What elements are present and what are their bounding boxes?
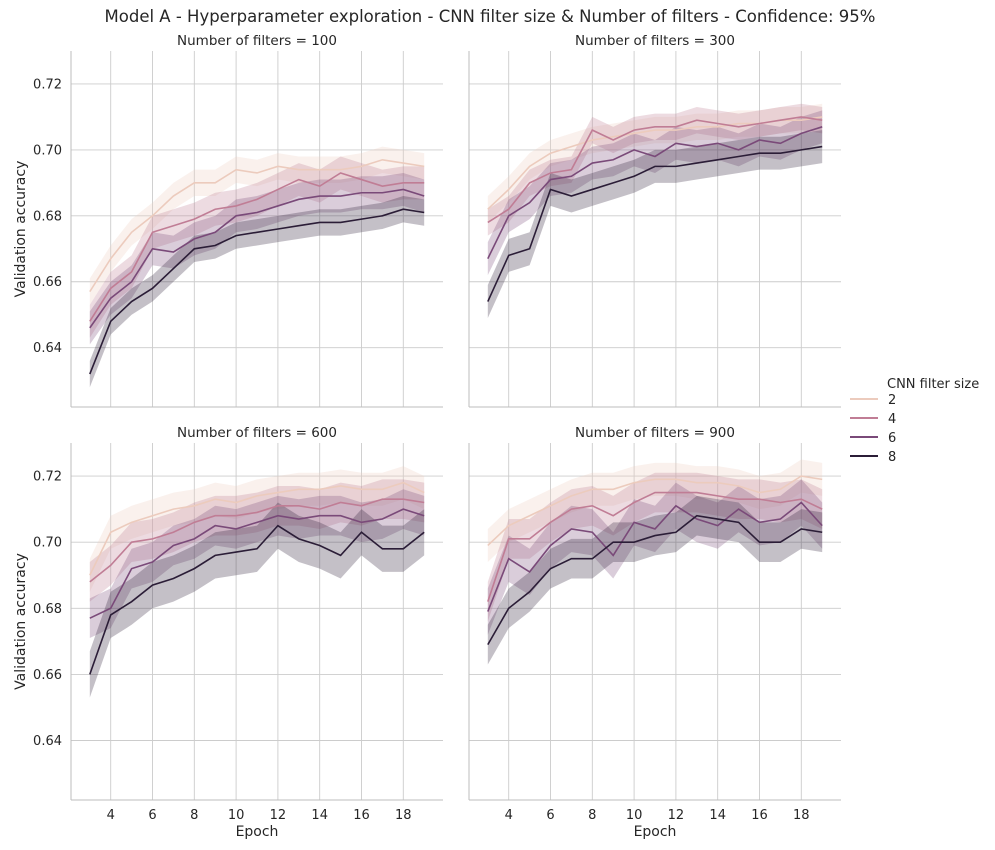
legend-label-2: 2 — [888, 393, 896, 408]
confidence-band-4 — [89, 156, 425, 338]
series-line-6 — [487, 501, 823, 612]
series-line-6 — [487, 126, 823, 260]
y-tick-label: 0.68 — [33, 602, 62, 617]
x-tick-label: 8 — [588, 808, 596, 823]
series-line-4 — [487, 491, 823, 602]
x-tick-label: 10 — [626, 808, 643, 823]
x-tick-label: 16 — [751, 808, 768, 823]
y-tick-label: 0.64 — [33, 734, 62, 749]
x-tick-label: 10 — [228, 808, 245, 823]
y-tick-label: 0.72 — [33, 77, 62, 92]
x-axis-label: Epoch — [634, 824, 677, 840]
confidence-band-8 — [487, 495, 823, 665]
confidence-band-4 — [487, 103, 823, 236]
y-tick-label: 0.66 — [33, 275, 62, 290]
series-line-6 — [89, 188, 425, 329]
y-tick-label: 0.72 — [33, 470, 62, 485]
x-tick-label: 12 — [668, 808, 685, 823]
series-line-8 — [487, 145, 823, 302]
confidence-band-2 — [487, 103, 823, 223]
panel-title: Number of filters = 900 — [575, 425, 735, 441]
confidence-band-8 — [89, 196, 425, 388]
legend-label-6: 6 — [888, 431, 896, 446]
series-line-8 — [89, 208, 425, 375]
x-tick-label: 12 — [270, 808, 287, 823]
confidence-band-6 — [89, 489, 425, 639]
series-line-2 — [89, 481, 425, 576]
y-tick-label: 0.68 — [33, 209, 62, 224]
y-tick-label: 0.64 — [33, 341, 62, 356]
x-tick-label: 16 — [353, 808, 370, 823]
chart-title: Model A - Hyperparameter exploration - C… — [105, 7, 876, 26]
confidence-band-6 — [487, 110, 823, 276]
series-line-4 — [487, 116, 823, 224]
panel-2: Number of filters = 300 — [468, 33, 841, 408]
chart-panels: Number of filters = 100 0.64 0.66 0.68 0.70 0… — [13, 33, 841, 840]
panel-title: Number of filters = 300 — [575, 33, 735, 49]
confidence-band-2 — [487, 459, 823, 562]
confidence-band-8 — [487, 130, 823, 318]
x-axis-label: Epoch — [236, 824, 279, 840]
legend-title: CNN filter size — [887, 377, 979, 392]
series-line-6 — [89, 508, 425, 619]
x-tick-label: 8 — [190, 808, 198, 823]
legend-label-4: 4 — [888, 412, 896, 427]
confidence-band-8 — [89, 502, 425, 698]
y-tick-label: 0.70 — [33, 536, 62, 551]
x-tick-label: 18 — [793, 808, 810, 823]
y-tick-label: 0.66 — [33, 668, 62, 683]
series-line-2 — [487, 475, 823, 547]
x-tick-label: 6 — [546, 808, 554, 823]
y-axis-label: Validation accuracy — [13, 553, 29, 690]
panel-3: Number of filters = 600 0.64 0.66 0.68 0.70 0… — [13, 425, 443, 840]
panel-1: Number of filters = 100 0.64 0.66 0.68 0.70 0… — [13, 33, 443, 408]
series-line-8 — [487, 514, 823, 646]
x-tick-label: 18 — [395, 808, 412, 823]
series-line-4 — [89, 172, 425, 322]
x-tick-label: 6 — [148, 808, 156, 823]
x-tick-label: 14 — [709, 808, 726, 823]
confidence-band-4 — [89, 479, 425, 602]
series-line-2 — [89, 158, 425, 293]
panel-title: Number of filters = 100 — [177, 33, 337, 49]
legend: CNN filter size 2 4 6 8 — [850, 377, 979, 465]
confidence-band-2 — [89, 466, 425, 592]
x-tick-label: 4 — [505, 808, 513, 823]
confidence-band-2 — [89, 146, 425, 305]
y-axis-label: Validation accuracy — [13, 161, 29, 298]
series-line-8 — [89, 524, 425, 675]
confidence-band-6 — [487, 479, 823, 635]
legend-label-8: 8 — [888, 450, 896, 465]
series-line-4 — [89, 498, 425, 583]
panel-title: Number of filters = 600 — [177, 425, 337, 441]
confidence-band-6 — [89, 172, 425, 345]
x-tick-label: 14 — [311, 808, 328, 823]
y-tick-label: 0.70 — [33, 143, 62, 158]
x-tick-label: 4 — [107, 808, 115, 823]
panel-4: Number of filters = 900 4 6 8 10 12 14 16 18 Epoc… — [468, 425, 841, 840]
